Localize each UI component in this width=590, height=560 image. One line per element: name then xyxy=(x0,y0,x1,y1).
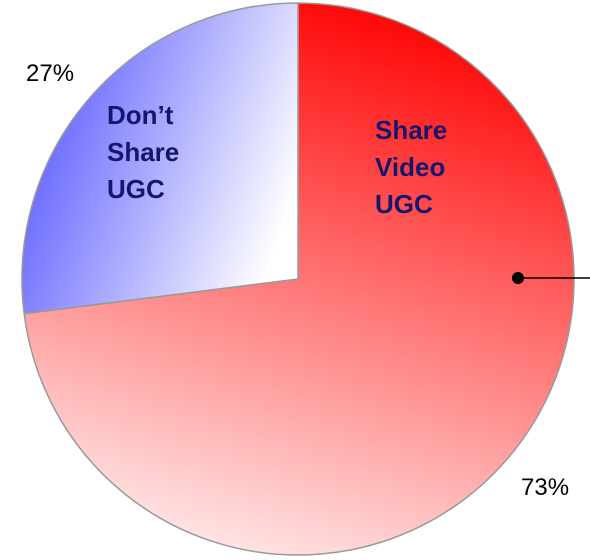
slice-label: Don’t Share UGC xyxy=(107,100,180,204)
pie-slice xyxy=(23,2,575,556)
value-label: 73% xyxy=(521,474,570,501)
pie-slice xyxy=(21,2,299,315)
value-label: 27% xyxy=(26,60,75,87)
slice-label: Share Video UGC xyxy=(375,115,448,219)
